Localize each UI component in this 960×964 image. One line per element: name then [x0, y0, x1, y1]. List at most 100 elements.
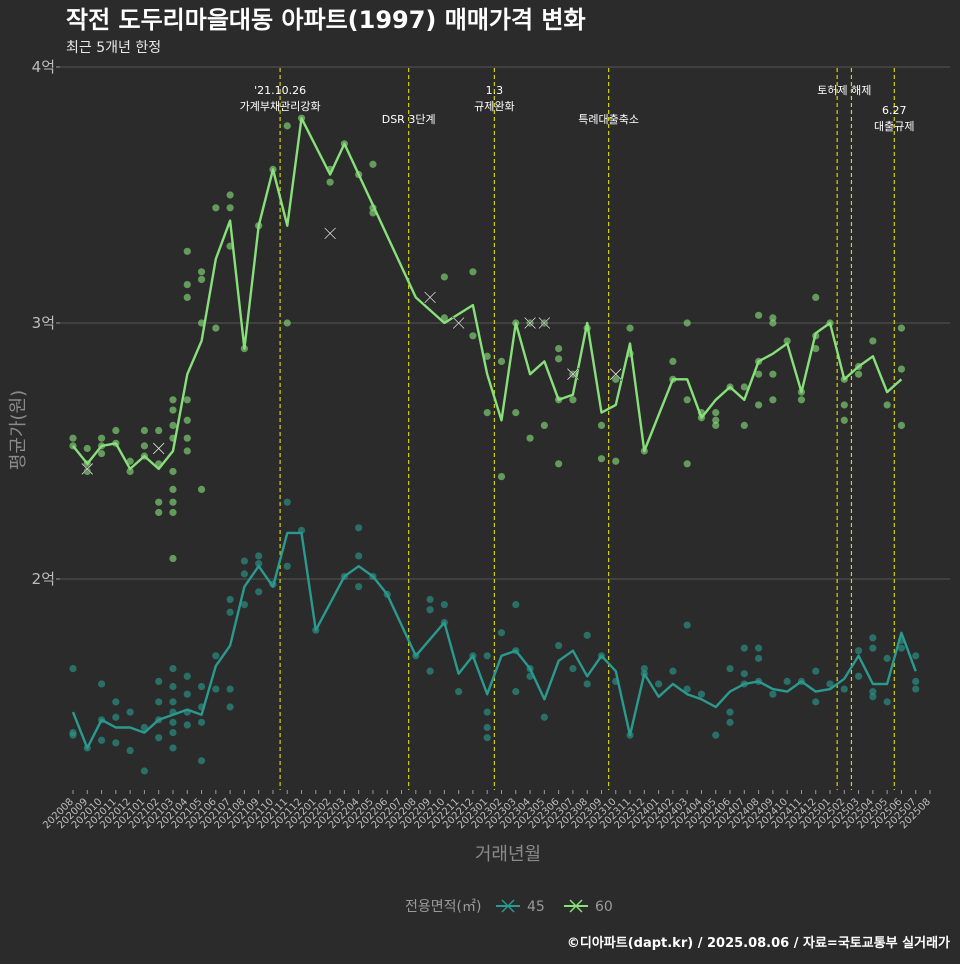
data-point	[655, 680, 663, 688]
data-point	[355, 524, 363, 532]
data-point	[740, 421, 748, 429]
data-point	[226, 204, 234, 212]
data-point	[469, 268, 477, 276]
data-point	[255, 552, 263, 560]
data-point	[840, 685, 848, 693]
data-point	[155, 677, 163, 686]
data-point	[783, 337, 791, 345]
y-tick-label-2: 2억	[32, 570, 55, 588]
data-point	[169, 682, 177, 691]
data-point	[740, 644, 748, 652]
y-axis-title: 평균가(원)	[8, 390, 29, 470]
data-point	[683, 319, 691, 327]
cross-marker	[609, 367, 623, 381]
data-point	[497, 629, 506, 637]
data-point	[326, 178, 334, 186]
data-point	[169, 729, 177, 737]
data-point	[169, 421, 177, 429]
event-label: 토허제 해제	[817, 83, 871, 97]
data-point	[683, 621, 691, 629]
data-point	[683, 460, 691, 468]
data-point	[183, 293, 191, 301]
data-point	[97, 434, 106, 442]
data-point	[869, 634, 877, 642]
x-axis-title: 거래년월	[475, 844, 541, 865]
data-point	[155, 508, 163, 517]
data-point	[240, 601, 248, 609]
event-label: 특례대출축소	[578, 113, 639, 126]
data-point	[783, 677, 791, 686]
data-point	[112, 713, 120, 721]
data-point	[455, 688, 463, 696]
data-point	[812, 293, 820, 301]
data-point	[555, 460, 563, 468]
data-point	[912, 652, 920, 660]
data-point	[97, 680, 106, 688]
data-point	[555, 355, 563, 363]
cross-marker	[566, 367, 580, 381]
x-axis-ticks: 2020082020092020102020112020122021012021…	[41, 790, 933, 831]
data-point	[740, 383, 748, 391]
data-point	[169, 554, 177, 563]
data-point	[897, 421, 906, 429]
data-point	[169, 698, 177, 706]
data-point	[526, 434, 534, 442]
data-point	[769, 370, 777, 378]
cross-highlight	[81, 463, 94, 475]
cross-highlight	[324, 227, 336, 240]
data-point	[683, 685, 691, 693]
cross-highlight	[524, 317, 536, 329]
data-point	[426, 606, 434, 614]
data-point	[140, 426, 149, 435]
event-label: 규제완화	[474, 100, 514, 113]
event-label: 1.3	[486, 84, 504, 97]
cross-marker	[152, 441, 166, 455]
legend-key-cross-60	[569, 899, 583, 913]
data-point	[69, 731, 77, 739]
data-point	[126, 467, 134, 476]
data-point	[240, 570, 248, 578]
data-point	[112, 698, 120, 706]
data-point	[769, 314, 777, 322]
data-point	[769, 690, 777, 698]
data-point	[812, 667, 820, 675]
data-point	[112, 739, 120, 747]
data-point	[183, 447, 191, 455]
data-point	[726, 718, 734, 726]
event-label: '21.10.26	[254, 84, 306, 97]
data-point	[540, 713, 548, 721]
data-point	[597, 455, 606, 463]
data-point	[283, 562, 291, 570]
data-point	[212, 652, 220, 660]
cross-marker	[452, 316, 466, 330]
data-point	[840, 416, 848, 424]
data-point	[83, 444, 91, 453]
data-point	[669, 667, 677, 675]
legend-keys: 45 60	[496, 899, 613, 915]
data-point	[755, 401, 763, 409]
data-point	[712, 731, 720, 739]
data-point	[512, 409, 520, 417]
data-point	[583, 631, 591, 639]
data-point	[755, 644, 763, 652]
data-point	[483, 723, 491, 732]
data-point	[226, 703, 234, 711]
data-point	[426, 595, 434, 604]
data-point	[126, 708, 134, 716]
data-point	[826, 680, 834, 688]
data-point	[469, 332, 477, 340]
data-point	[769, 319, 777, 327]
legend-key-cross-45	[501, 899, 515, 913]
data-point	[183, 396, 191, 404]
data-point	[183, 434, 191, 442]
data-point	[83, 467, 91, 476]
data-point	[155, 498, 163, 506]
data-point	[626, 324, 634, 332]
data-point	[897, 644, 906, 652]
y-tick-label-4: 4억	[32, 58, 55, 76]
data-point	[169, 406, 177, 414]
data-point	[483, 352, 491, 360]
event-label: 대출규제	[874, 120, 914, 133]
series-line	[71, 531, 917, 750]
data-point	[226, 608, 234, 616]
